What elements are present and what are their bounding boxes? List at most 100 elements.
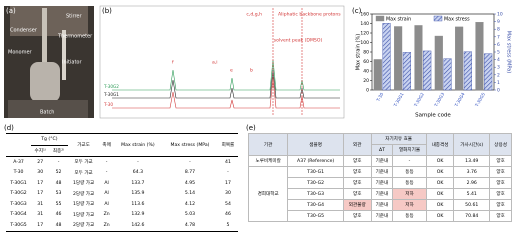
row: T-30G5 17 48 2당량 가교 Zn 142.6 4.78 5 [6,220,238,231]
x-tick-label: T-30G1 [392,92,405,109]
cell: 1당량 가교 [72,212,95,218]
x-tick-label: T-30G4 [453,92,466,109]
annotation: solvent peak (DMSO) [274,38,323,44]
header-cell: 내충격성 [425,133,455,156]
cell: 2.96 [453,177,491,189]
annotation: c,d,g,h [246,12,262,18]
photo-label: Initiator [62,60,82,66]
annotation: Aliphatic backbone protons [278,12,341,18]
cell: T-30 [13,170,24,176]
header-cell: 촉매 [99,133,114,157]
row: 경희대학교 T30-G1 양호 기준내 동등 OK 3.76 양호 [247,166,512,222]
cell: 동등 [392,166,427,178]
y-tick-label: 40 [363,69,369,75]
header-cell: 수지¹⁾ [31,145,50,157]
bar [475,22,484,91]
cell: 동등 [392,177,427,189]
row: 노루비케미칼 A37 (Reference) 양호 기준내 - OK 13.49 양호 [247,155,512,167]
cell: 31 [37,201,44,207]
row: T30-G4 외관불량 기준내 저하 OK 50.61 양호 [249,199,512,211]
header-cell: 회복률 [217,133,238,157]
panel-label: (c) [352,7,362,15]
cell: - [137,159,139,165]
cell: - [189,159,191,165]
cell: 양호 [489,199,512,211]
x-tick-label: T-30G2 [413,92,426,109]
annotation: f [172,60,174,66]
y-tick-label: 140 [360,21,369,27]
header-cell: 최종²⁾ [49,145,68,157]
cell: 4.12 [184,201,196,207]
cell: Al [104,191,109,197]
y2-tick-label: 8 [497,27,500,33]
bar [382,23,391,91]
cell: 64.3 [132,170,144,176]
header-cell: ΔT [370,144,394,156]
photo-label: Batch [40,110,54,116]
y2-axis-label: Max stress (MPa) [506,31,512,73]
cell: 5 [226,222,230,228]
y2-tick-label: 10 [497,12,503,18]
cell: 저하 [392,199,427,211]
trace-labels: T-30G2 T-30G1 T-30 [103,84,119,107]
table-e: 기관 샘플명 외관 자기치유 효율 내충격성 가사시간(s) 상용성 ΔT 열화지기율 노루비케미… [247,133,512,222]
cell: 양호 [489,166,512,178]
bar [394,26,403,91]
bar [484,53,493,91]
cell: T-30G1 [10,180,27,186]
photo-label: Thermometer [57,34,93,40]
header-cell: 외관 [342,133,372,156]
cell: Zn [103,222,110,228]
cell: 기준내 [370,199,394,211]
y-tick-label: 120 [360,31,369,37]
cell: 70.84 [453,210,491,222]
cell: 양호 [342,177,372,189]
cell: 기준내 [370,177,394,189]
cell: 8.77 [184,170,196,176]
photo-labels: Stirrer Condenser Thermometer Monomer In… [8,14,93,116]
cell: OK [425,177,455,189]
cell: T30-G3 [287,188,344,200]
row: T-30G3 31 55 1당량 가교 Al 113.6 4.12 54 [6,199,238,210]
cell: 모두 가교 [74,160,93,166]
cell: 3.76 [453,166,491,178]
x-tick-label: T-30G3 [433,92,446,109]
cell: 기준내 [370,210,394,222]
y2-tick-label: 2 [497,72,500,78]
cell: OK [425,155,455,167]
row: 기관 샘플명 외관 자기치유 효율 내충격성 가사시간(s) 상용성 [247,133,512,156]
cell: 135.9 [131,191,145,197]
panel-label: (e) [246,124,256,132]
y2-tick-label: 1 [497,80,500,86]
cell: - [57,159,60,165]
photo-label: Monomer [8,50,33,56]
cell: OK [425,199,455,211]
bar [402,52,411,91]
cell: Al [104,201,109,207]
panel-label: (a) [6,7,16,15]
cell: 113.6 [131,201,145,207]
panel-label: (d) [4,124,14,132]
table-d: Tg (°C) 가교도 촉매 Max strain (%) Max stress (MP… [6,133,238,232]
y-tick-label: 100 [360,40,369,46]
trace-label: T-30G1 [103,92,119,97]
x-tick-label: T-30 [375,92,385,104]
header-cell: Max strain (%) [113,133,163,157]
bar [423,50,432,91]
cell: 55 [55,201,62,207]
row: T-30G1 17 48 1당량 가교 Al 133.7 4.95 17 [6,178,238,189]
cell: 동등 [392,210,427,222]
row: 수지¹⁾ 최종²⁾ [6,145,238,157]
cell: 모두 가교 [74,170,93,176]
bar [373,59,382,91]
cell: 5.41 [453,188,491,200]
row: T-30 30 52 모두 가교 - 64.3 8.77 - [6,168,238,179]
cell: 31 [37,212,44,218]
trace-label: T-30 [103,102,113,107]
cell: 46 [225,212,231,218]
photo-label: Condenser [10,28,38,34]
y-tick-label: 80 [363,50,369,56]
cell: 외관불량 [342,199,372,211]
